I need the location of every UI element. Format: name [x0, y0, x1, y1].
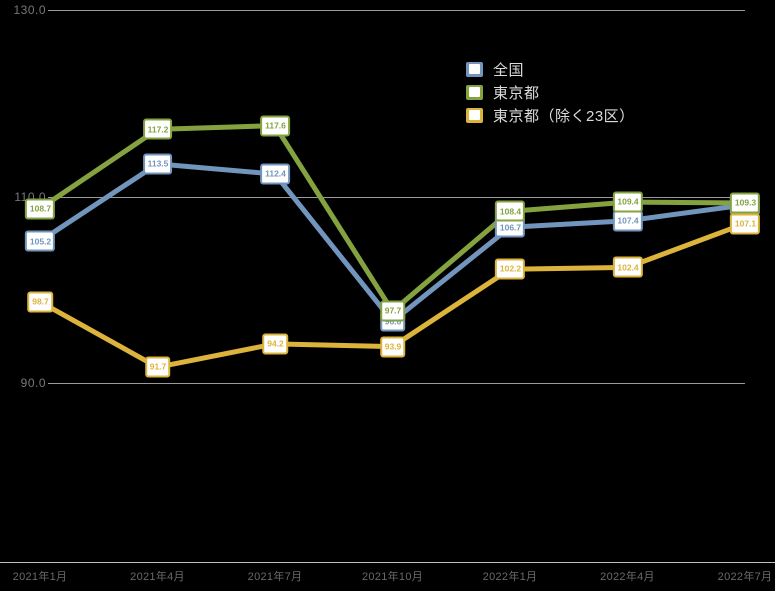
gridline — [48, 196, 745, 198]
data-point-label: 112.4 — [260, 163, 290, 185]
data-point-label: 108.4 — [494, 200, 526, 222]
data-point-label: 109.3 — [729, 192, 761, 214]
legend-marker-icon — [461, 107, 488, 123]
series-line — [37, 161, 748, 324]
legend-item[interactable]: 東京都（除く23区） — [461, 104, 766, 126]
y-tick-label: 90.0 — [20, 376, 46, 390]
y-tick-label: 130.0 — [13, 3, 46, 17]
legend-item-label: 全国 — [493, 61, 525, 79]
data-point-label: 107.1 — [729, 213, 761, 235]
data-point-label: 91.7 — [144, 356, 171, 378]
data-point-label: 102.4 — [612, 256, 643, 278]
data-point-label: 102.2 — [494, 258, 526, 280]
data-point-label: 107.4 — [612, 210, 643, 232]
legend-marker-icon — [461, 61, 488, 77]
x-tick-label: 2022年7月 — [717, 571, 773, 583]
data-point-label: 117.2 — [142, 118, 173, 140]
data-point-label: 93.9 — [379, 336, 406, 358]
data-point-label: 94.2 — [262, 333, 288, 355]
chart-legend: 全国東京都東京都（除く23区） — [461, 58, 766, 127]
legend-marker-icon — [461, 84, 488, 100]
legend-line-icon — [461, 89, 488, 95]
x-tick-label: 2022年1月 — [482, 571, 538, 583]
data-point-label: 105.2 — [24, 230, 56, 252]
data-point-label: 113.5 — [142, 153, 173, 175]
x-axis-line — [0, 562, 775, 563]
x-tick-label: 2021年10月 — [361, 571, 424, 583]
legend-item-label: 東京都 — [493, 84, 540, 102]
data-point-label: 97.7 — [379, 300, 406, 322]
data-point-label: 117.6 — [260, 115, 290, 137]
legend-item[interactable]: 東京都 — [461, 81, 766, 103]
x-tick-label: 2021年1月 — [12, 571, 68, 583]
x-tick-label: 2021年7月 — [247, 571, 303, 583]
gridline — [48, 10, 745, 11]
data-point-label: 109.4 — [612, 191, 643, 213]
gridline — [48, 383, 745, 384]
legend-item-label: 東京都（除く23区） — [493, 107, 635, 125]
x-tick-label: 2021年4月 — [130, 571, 185, 583]
legend-item[interactable]: 全国 — [461, 58, 766, 80]
data-point-label: 108.7 — [24, 198, 56, 220]
x-tick-label: 2022年4月 — [600, 571, 655, 583]
data-point-label: 98.7 — [27, 291, 53, 313]
legend-line-icon — [461, 66, 488, 72]
legend-line-icon — [461, 112, 488, 118]
